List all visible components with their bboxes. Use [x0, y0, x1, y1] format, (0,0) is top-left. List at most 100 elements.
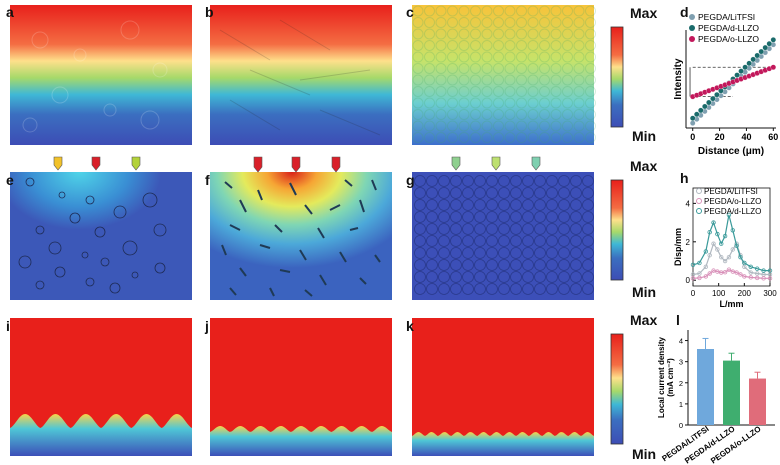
c-grid-circle — [458, 40, 470, 51]
c-grid-circle — [516, 5, 527, 17]
h-x-label: L/mm — [719, 299, 743, 309]
g-grid-circle — [534, 247, 546, 259]
c-grid-circle — [493, 120, 504, 132]
g-grid-circle — [486, 223, 498, 235]
g-grid-circle — [570, 247, 582, 259]
g-grid-circle — [438, 283, 450, 295]
c-grid-circle — [550, 17, 562, 28]
c-grid-circle — [585, 97, 596, 109]
h-point — [754, 266, 760, 271]
g-grid-circle — [474, 211, 486, 223]
c-grid-circle — [516, 97, 527, 109]
c-grid-circle — [573, 120, 585, 132]
c-grid-circle — [493, 51, 504, 63]
panel-label-f: f — [205, 172, 210, 188]
g-grid-circle — [534, 211, 546, 223]
c-grid-circle — [539, 40, 550, 51]
c-grid-circle — [516, 28, 527, 40]
g-grid-circle — [486, 199, 498, 211]
d-point — [746, 60, 752, 67]
panel-a-sim — [10, 5, 192, 145]
e-particle — [69, 212, 81, 224]
panel-label-k: k — [406, 318, 414, 334]
c-grid-circle — [585, 40, 596, 51]
c-grid-circle — [504, 97, 516, 109]
g-grid-circle — [522, 247, 534, 259]
c-grid-circle — [458, 97, 470, 109]
e-particle — [85, 195, 95, 205]
h-point — [719, 241, 724, 246]
h-point — [707, 271, 712, 276]
f-fiber — [269, 287, 275, 297]
c-grid-circle — [493, 97, 504, 109]
g-grid-circle — [522, 259, 534, 271]
c-grid-circle — [481, 28, 493, 40]
h-point — [748, 264, 753, 269]
h-legend-marker — [696, 188, 702, 194]
g-grid-circle — [570, 283, 582, 295]
d-x-tick-label: 60 — [768, 132, 778, 142]
g-grid-circle — [474, 247, 486, 259]
g-grid-circle — [450, 187, 462, 199]
f-fiber — [374, 254, 381, 263]
g-grid-circle — [414, 271, 426, 283]
g-grid-circle — [558, 175, 570, 187]
g-grid-circle — [474, 199, 486, 211]
colorbar-1 — [610, 26, 624, 128]
g-grid-circle — [486, 211, 498, 223]
c-grid-circle — [470, 5, 481, 17]
g-grid-circle — [510, 223, 522, 235]
panel-i-dendrites — [10, 414, 192, 456]
g-grid-circle — [582, 235, 594, 247]
g-grid-circle — [570, 235, 582, 247]
c-grid-circle — [562, 40, 573, 51]
c-grid-circle — [527, 109, 539, 120]
g-grid-circle — [438, 223, 450, 235]
c-grid-circle — [585, 5, 596, 17]
g-grid-circle — [534, 235, 546, 247]
panel-c-grid — [412, 5, 596, 143]
h-point — [726, 212, 732, 218]
e-particle — [109, 282, 121, 294]
c-grid-circle — [539, 5, 550, 17]
g-grid-circle — [498, 283, 510, 295]
g-grid-circle — [474, 283, 486, 295]
c-grid-circle — [481, 5, 493, 17]
f-fiber — [257, 189, 263, 201]
c-grid-circle — [470, 120, 481, 132]
c-grid-circle — [585, 120, 596, 132]
h-point — [767, 276, 773, 281]
panel-k-dendrites — [412, 432, 594, 456]
c-grid-circle — [562, 63, 573, 74]
c-grid-circle — [504, 86, 516, 97]
d-y-label: Intensity — [673, 58, 684, 100]
c-grid-circle — [504, 28, 516, 40]
h-point — [722, 233, 728, 239]
g-grid-circle — [498, 259, 510, 271]
h-point — [711, 241, 716, 246]
c-grid-circle — [550, 63, 562, 74]
c-grid-circle — [527, 132, 539, 143]
h-x-tick-label: 200 — [738, 289, 752, 298]
d-legend-marker — [689, 25, 695, 31]
g-grid-circle — [414, 223, 426, 235]
g-grid-circle — [462, 211, 474, 223]
c-grid-circle — [458, 120, 470, 132]
c-grid-circle — [550, 28, 562, 40]
g-grid-circle — [462, 223, 474, 235]
g-grid-circle — [522, 187, 534, 199]
g-grid-circle — [510, 247, 522, 259]
g-grid-circle — [546, 187, 558, 199]
panel-b-sim — [210, 5, 392, 145]
g-grid-circle — [582, 199, 594, 211]
g-grid-circle — [546, 235, 558, 247]
e-particle — [100, 257, 110, 267]
c-grid-circle — [481, 109, 493, 120]
c-grid-circle — [458, 5, 470, 17]
c-grid-circle — [435, 17, 447, 28]
h-point — [703, 274, 709, 279]
g-grid-circle — [510, 283, 522, 295]
colorbar2-max: Max — [630, 158, 658, 174]
g-grid-circle — [450, 223, 462, 235]
